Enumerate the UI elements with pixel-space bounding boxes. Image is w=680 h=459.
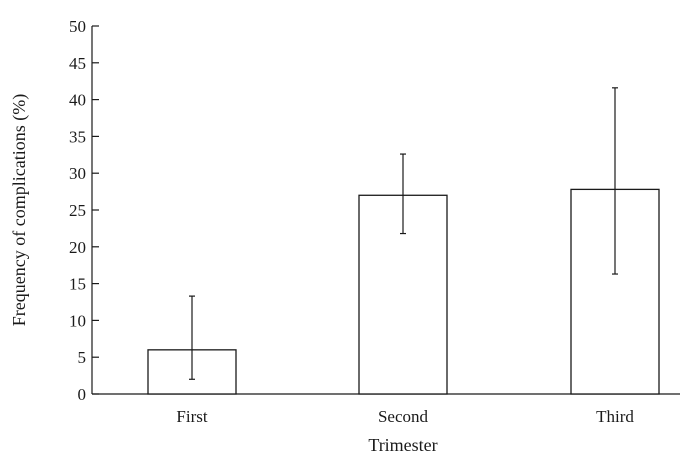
y-tick-label: 0 bbox=[78, 385, 87, 404]
y-tick-label: 10 bbox=[69, 311, 86, 330]
x-tick-label: First bbox=[176, 407, 207, 426]
error-bars bbox=[189, 87, 618, 380]
y-tick-label: 45 bbox=[69, 54, 86, 73]
y-tick-label: 20 bbox=[69, 238, 86, 257]
y-tick-label: 40 bbox=[69, 91, 86, 110]
y-tick-label: 25 bbox=[69, 201, 86, 220]
y-tick-label: 35 bbox=[69, 127, 86, 146]
y-tick-label: 5 bbox=[78, 348, 87, 367]
y-tick-label: 30 bbox=[69, 164, 86, 183]
y-tick-label: 15 bbox=[69, 275, 86, 294]
x-tick-label: Second bbox=[378, 407, 429, 426]
y-tick-label: 50 bbox=[69, 17, 86, 36]
y-axis: 0 5 10 15 20 25 30 35 40 45 50 bbox=[69, 17, 99, 404]
x-axis-label: Trimester bbox=[368, 435, 437, 455]
x-tick-label: Third bbox=[596, 407, 634, 426]
y-axis-label: Frequency of complications (%) bbox=[9, 94, 30, 326]
